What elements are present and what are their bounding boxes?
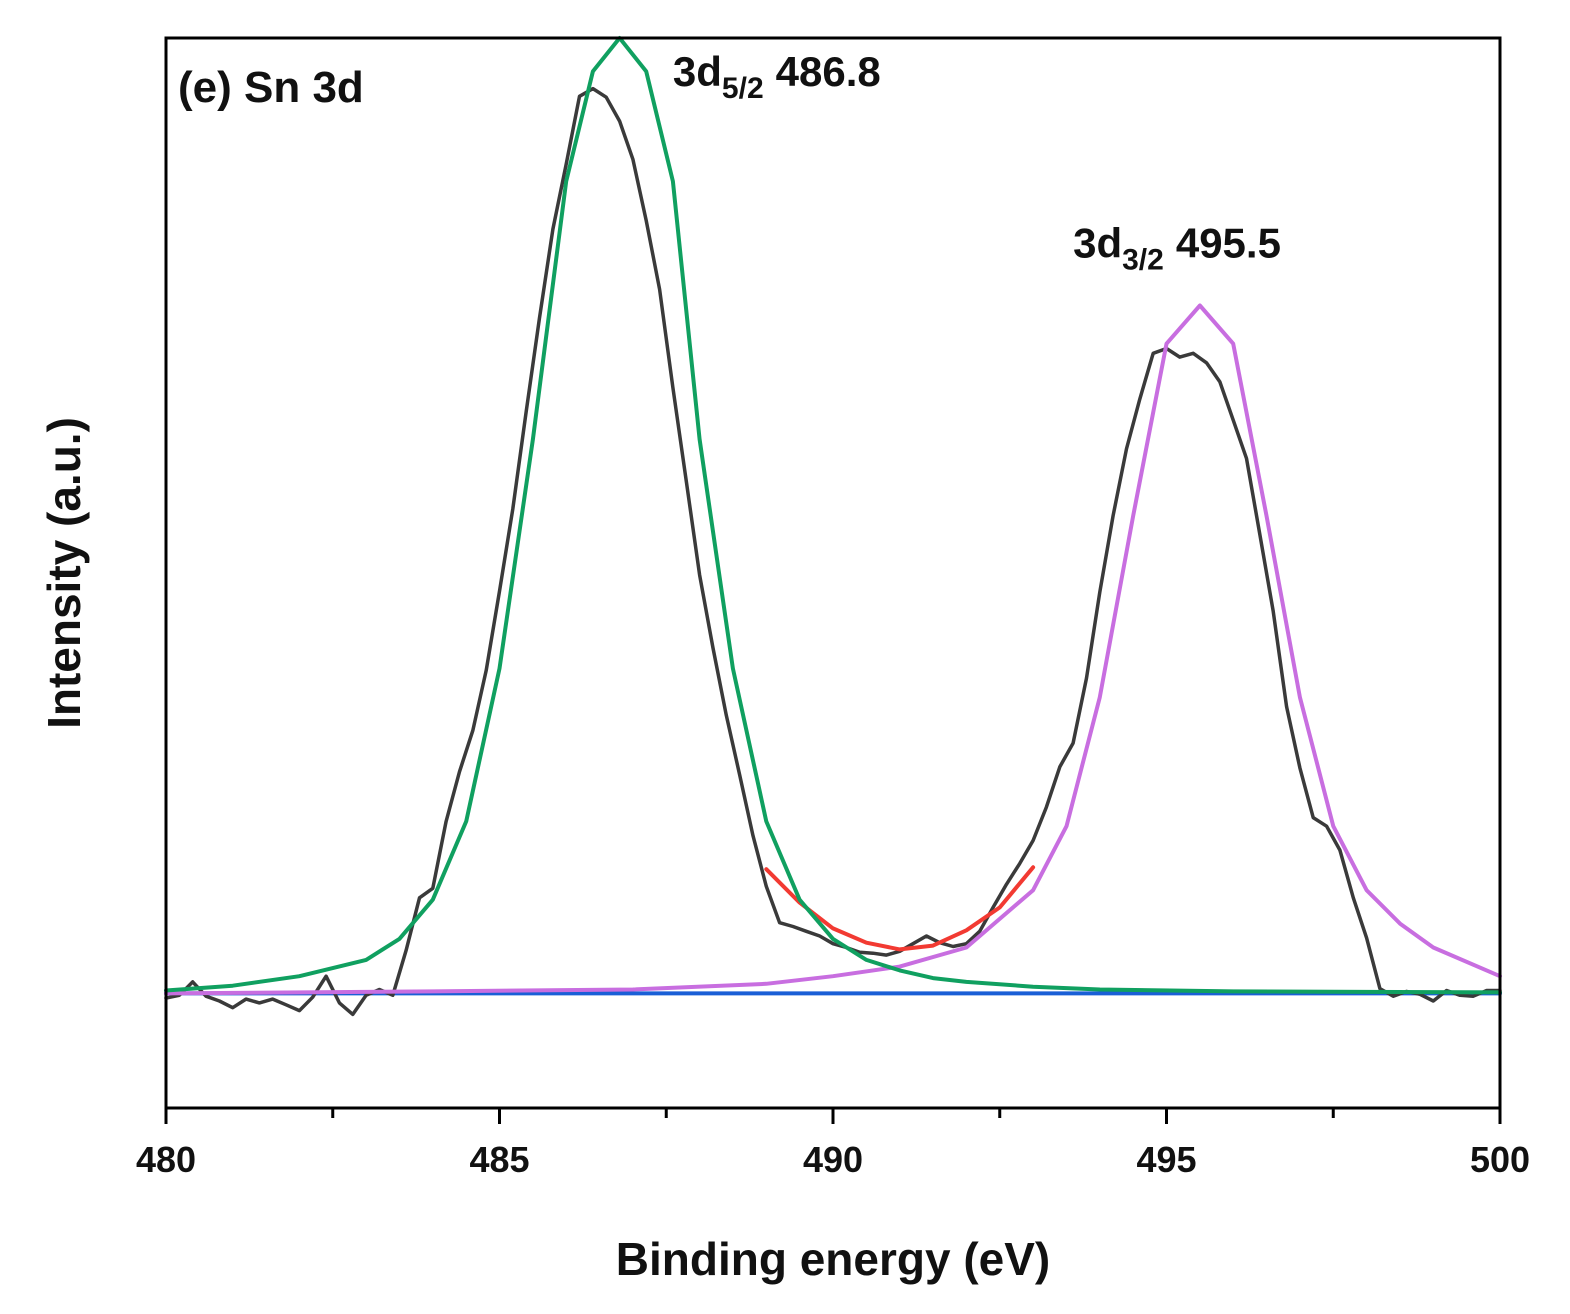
peak-label-3d32-value: 495.5 xyxy=(1176,220,1281,267)
peak-label-3d32: 3d3/2 495.5 xyxy=(1073,220,1281,277)
peak-label-3d32-main: 3d xyxy=(1073,220,1122,267)
curves-layer xyxy=(164,36,1502,1017)
panel-title: (e) Sn 3d xyxy=(178,63,364,112)
peak-label-3d52: 3d5/2 486.8 xyxy=(673,48,881,105)
series-raw-line xyxy=(164,86,1502,1017)
x-axis-label: Binding energy (eV) xyxy=(616,1233,1050,1285)
x-tick-label: 480 xyxy=(136,1139,196,1180)
y-axis-label: Intensity (a.u.) xyxy=(38,417,90,729)
peak-label-3d52-main: 3d xyxy=(673,48,722,95)
series-peak1-line xyxy=(164,36,1502,995)
plot-frame xyxy=(164,36,1502,1110)
peak-label-3d32-sub: 3/2 xyxy=(1122,244,1164,277)
peak-label-3d52-value: 486.8 xyxy=(776,48,881,95)
peak-label-3d52-sub: 5/2 xyxy=(722,72,764,105)
x-tick-label: 490 xyxy=(803,1139,863,1180)
axis-ticks: 480 485 490 495 500 xyxy=(136,1108,1530,1180)
x-tick-label: 495 xyxy=(1136,1139,1196,1180)
series-peak2-line xyxy=(164,303,1502,996)
x-tick-label: 485 xyxy=(469,1139,529,1180)
x-tick-label: 500 xyxy=(1470,1139,1530,1180)
